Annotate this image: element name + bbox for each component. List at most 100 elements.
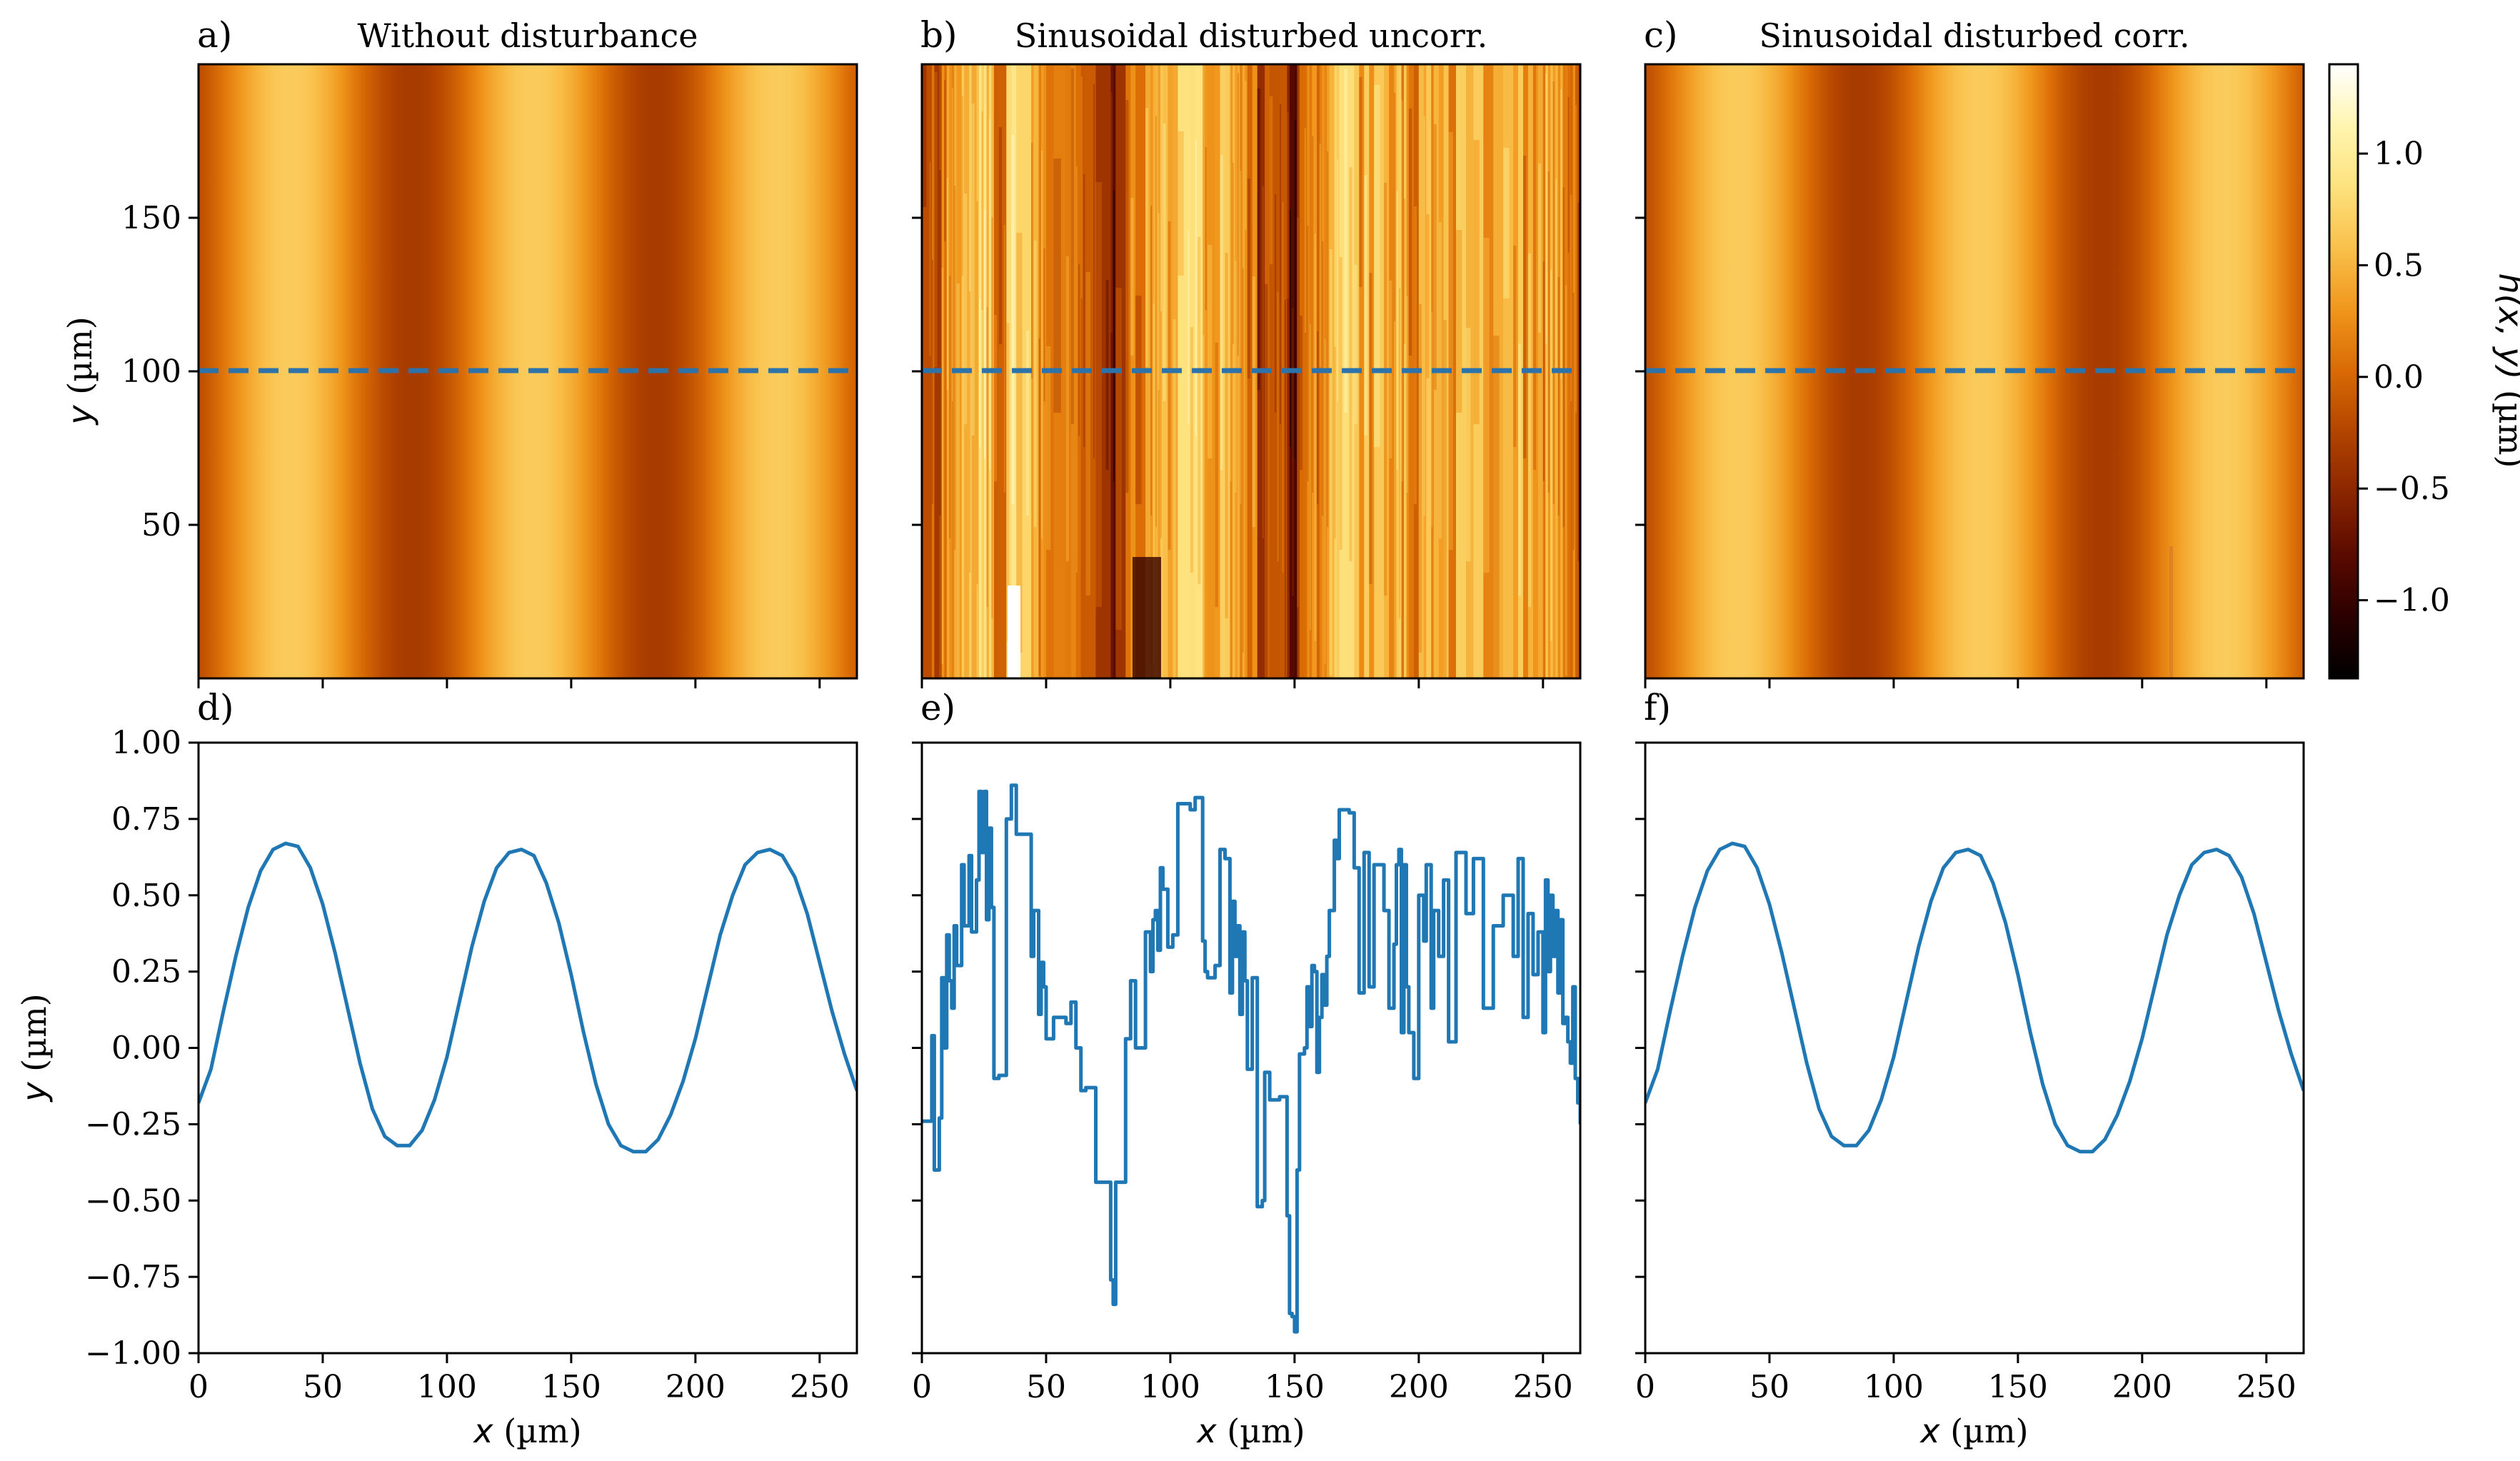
heatmap-b-streak [1466, 328, 1471, 561]
heatmap-b-stripe [1359, 64, 1365, 678]
heatmap-b-streak [1208, 245, 1213, 458]
heatmap-b-streak [976, 201, 978, 584]
heatmap-b-streak [1232, 163, 1234, 344]
ylabel-d-var: y [15, 1082, 54, 1103]
heatmap-b-streak [949, 276, 951, 538]
panel-label-c: c) [1644, 14, 1678, 56]
heatmap-b-streak [1319, 144, 1321, 367]
heatmap-b-streak [1575, 105, 1577, 413]
heatmap-b-streak [1275, 194, 1277, 413]
heatmap-b-streak [1257, 89, 1260, 390]
x-tick-label: 200 [666, 1369, 726, 1405]
heatmap-b-streak [1294, 120, 1296, 458]
panel-label-a: a) [197, 14, 232, 56]
ylabel-a-unit: (µm) [61, 316, 99, 405]
heatmap-b-streak [1309, 323, 1311, 630]
heatmap-b-stripe [1277, 64, 1280, 678]
heatmap-b-streak [1354, 265, 1357, 424]
heatmap-b-streak [1280, 104, 1282, 424]
heatmap-b-streak [1033, 241, 1037, 527]
heatmap-b-streak [1431, 312, 1433, 527]
heatmap-b-streak [944, 80, 946, 241]
x-tick-label: 50 [1026, 1369, 1066, 1405]
heatmap-b-streak [1542, 261, 1545, 481]
heatmap-b-streak [1150, 206, 1153, 516]
heatmap-b-streak [1314, 234, 1316, 641]
y-tick-label: 0.25 [111, 954, 181, 990]
heatmap-b-streak [1327, 151, 1329, 527]
heatmap-b-streak [1110, 92, 1113, 333]
heatmap-b-streak [1158, 214, 1160, 390]
heatmap-b-streak [1125, 100, 1129, 493]
y-tick-label: −1.00 [85, 1335, 181, 1372]
colorbar-tick-label: 1.0 [2374, 136, 2424, 172]
series-line-d [199, 841, 857, 1154]
heatmap-b-streak [946, 178, 948, 390]
colorbar-label: h(x, y) (µm) [2491, 273, 2520, 468]
heatmap-b-streak [1406, 296, 1408, 493]
heatmap-b-streak [1265, 284, 1268, 678]
panel-d: d) 0 50 100 150 200 250 1.00 0.75 0.50 0.25 0.00 −0… [15, 687, 858, 1450]
heatmap-b-streak [961, 96, 963, 276]
heatmap-c-artifact [2169, 546, 2173, 678]
x-tick-label: 150 [1265, 1369, 1325, 1405]
x-tick-label: 250 [1513, 1369, 1573, 1405]
heatmap-b-streak [1369, 273, 1372, 584]
x-tick-label: 200 [1389, 1369, 1449, 1405]
ticks-d: 0 50 100 150 200 250 1.00 0.75 0.50 0.25 0.00 −0.25… [85, 725, 850, 1405]
heatmap-b-stripe [1270, 64, 1275, 678]
x-tick-label: 200 [2112, 1369, 2172, 1405]
heatmap-b-stripe [979, 64, 983, 678]
heatmap-b-streak [1532, 66, 1537, 470]
heatmap-b-streak [1130, 198, 1134, 356]
heatmap-b-streak [1527, 253, 1532, 607]
xlabel-d-unit: (µm) [493, 1412, 582, 1450]
heatmap-b-streak [1322, 241, 1324, 516]
heatmap-b-streak [1011, 135, 1015, 504]
heatmap-b-streak [1046, 346, 1051, 550]
heatmap-b-stripe [976, 64, 980, 678]
x-tick-label: 100 [1140, 1369, 1200, 1405]
colorbar-ticks: 1.0 0.5 0.0 −0.5 −1.0 [2358, 136, 2450, 619]
y-tick-label: −0.50 [85, 1183, 181, 1219]
heatmap-b-streak [1404, 199, 1406, 344]
colorbar-tick-label: 0.0 [2374, 359, 2424, 396]
heatmap-b-streak [1503, 148, 1510, 298]
heatmap-b-streak [1178, 131, 1184, 276]
heatmap-b-streak [1550, 269, 1552, 641]
panel-label-d: d) [197, 687, 234, 728]
heatmap-b-streak [1292, 308, 1294, 596]
panel-label-b: b) [920, 14, 958, 56]
panel-label-e: e) [920, 687, 955, 728]
colorbar-label-var: h(x, y) [2491, 273, 2520, 380]
heatmap-b-streak [1026, 331, 1030, 516]
heatmap-b-streak [956, 283, 960, 678]
heatmap-b-streak [931, 260, 933, 504]
heatmap-b-streak [1003, 225, 1005, 493]
xlabel-e-var: x [1195, 1412, 1217, 1450]
heatmap-b-streak [1285, 300, 1287, 678]
heatmap-b-streak [964, 194, 968, 424]
heatmap-b-stripe [1155, 64, 1159, 678]
heatmap-b-streak [1438, 222, 1442, 538]
x-tick-label: 100 [417, 1369, 477, 1405]
heatmap-b-streak [1545, 74, 1547, 344]
x-tick-label: 250 [2237, 1369, 2296, 1405]
heatmap-b-streak [1483, 238, 1490, 573]
heatmap-b-streak [1423, 116, 1425, 516]
heatmap-b-stripe [1394, 64, 1397, 678]
heatmap-b-streak [1252, 276, 1255, 527]
heatmap-b-streak [1145, 108, 1149, 367]
heatmap-b-streak [1205, 147, 1207, 310]
xlabel-f-var: x [1919, 1412, 1940, 1450]
heatmap-b-stripe [1334, 64, 1337, 678]
heatmap-b-streak [1078, 264, 1080, 436]
heatmap-b-stripe [1547, 64, 1552, 678]
colorbar-tick-label: −0.5 [2374, 471, 2450, 507]
heatmap-b-streak [1095, 182, 1102, 607]
heatmap-b-streak [1552, 81, 1555, 504]
heatmap-b-streak [984, 209, 986, 458]
heatmap-b-stripe [1307, 64, 1310, 678]
heatmap-b-streak [1374, 85, 1380, 447]
heatmap-b-stripe [1545, 64, 1549, 678]
